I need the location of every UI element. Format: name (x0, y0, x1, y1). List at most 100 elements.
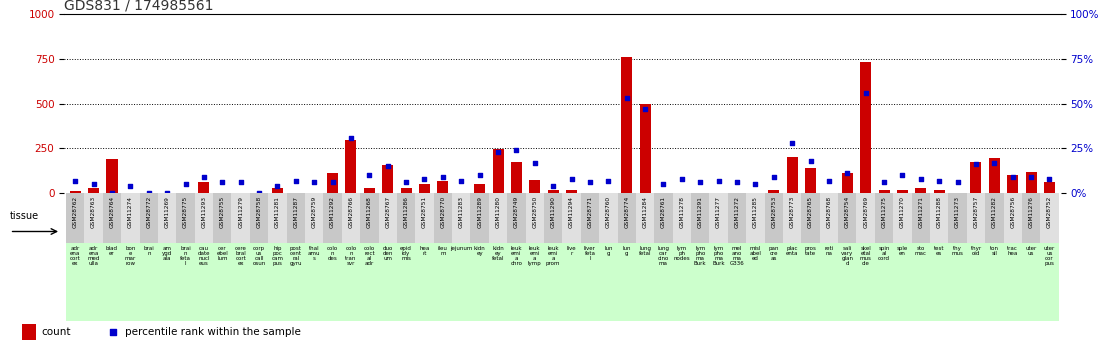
Bar (250, 193, 268, 243)
Bar (768, 190, 779, 193)
Bar (22, 324, 35, 340)
Point (1004, 174, 1022, 180)
Bar (765, 193, 783, 243)
Text: spin
al
cord: spin al cord (878, 246, 890, 261)
Bar (838, 193, 857, 243)
Bar (893, 243, 911, 321)
Bar (470, 193, 489, 243)
Bar (214, 243, 231, 321)
Bar (949, 243, 966, 321)
Text: GSM11287: GSM11287 (293, 196, 298, 228)
Bar (214, 193, 231, 243)
Text: pan
cre
as: pan cre as (768, 246, 779, 261)
Bar (470, 243, 489, 321)
Point (85, 181, 103, 187)
Bar (635, 243, 654, 321)
Point (66, 178, 84, 184)
Text: GSM28756: GSM28756 (1011, 196, 1015, 228)
Bar (418, 184, 430, 193)
Text: colo
rect
al
adr: colo rect al adr (364, 246, 375, 266)
Bar (673, 243, 691, 321)
Text: GSM28757: GSM28757 (973, 196, 979, 228)
Text: bon
e
mar
row: bon e mar row (125, 246, 136, 266)
Bar (801, 243, 819, 321)
Bar (397, 243, 415, 321)
Text: misl
abel
ed: misl abel ed (749, 246, 762, 261)
Text: leuk
emi
a
chro: leuk emi a chro (510, 246, 523, 266)
Text: adr
ena
cort
ex: adr ena cort ex (70, 246, 81, 266)
Text: adr
ena
med
ulla: adr ena med ulla (87, 246, 100, 266)
Bar (1007, 175, 1018, 193)
Bar (176, 243, 195, 321)
Bar (452, 243, 470, 321)
Bar (618, 243, 635, 321)
Bar (635, 193, 654, 243)
Bar (930, 243, 949, 321)
Text: leuk
emi
a
lymp: leuk emi a lymp (528, 246, 541, 266)
Bar (489, 243, 507, 321)
Bar (966, 243, 985, 321)
Bar (323, 243, 342, 321)
Text: GSM28751: GSM28751 (422, 196, 427, 228)
Bar (342, 243, 360, 321)
Text: GSM28766: GSM28766 (349, 196, 353, 228)
Bar (121, 193, 139, 243)
Bar (507, 193, 526, 243)
Bar (397, 193, 415, 243)
Bar (860, 62, 871, 193)
Bar (746, 193, 765, 243)
Text: thy
mus: thy mus (952, 246, 963, 256)
Bar (434, 193, 452, 243)
Text: GSM11278: GSM11278 (680, 196, 684, 228)
Bar (710, 193, 727, 243)
Point (968, 162, 985, 167)
Text: GDS831 / 174985561: GDS831 / 174985561 (64, 0, 214, 13)
Bar (231, 243, 250, 321)
Text: GSM11294: GSM11294 (569, 196, 575, 228)
Text: GSM28775: GSM28775 (183, 196, 188, 228)
Text: GSM11272: GSM11272 (734, 196, 739, 228)
Bar (176, 193, 195, 243)
Point (545, 183, 562, 189)
Bar (915, 188, 927, 193)
Text: colo
n
des: colo n des (327, 246, 339, 261)
Bar (323, 193, 342, 243)
Text: GSM11283: GSM11283 (458, 196, 464, 228)
Bar (507, 243, 526, 321)
Text: GSM11280: GSM11280 (496, 196, 500, 228)
Point (893, 172, 911, 178)
Text: GSM28767: GSM28767 (385, 196, 391, 228)
Bar (66, 193, 84, 243)
Bar (158, 243, 176, 321)
Bar (727, 193, 746, 243)
Bar (526, 243, 544, 321)
Bar (801, 193, 819, 243)
Point (103, 190, 121, 196)
Text: pros
tate: pros tate (805, 246, 817, 256)
Bar (1041, 193, 1058, 243)
Text: sali
vary
glan
d: sali vary glan d (841, 246, 853, 266)
Point (1022, 174, 1039, 180)
Text: kidn
ey: kidn ey (474, 246, 486, 256)
Bar (139, 193, 158, 243)
Bar (306, 193, 323, 243)
Bar (875, 193, 893, 243)
Bar (379, 243, 397, 321)
Bar (581, 193, 599, 243)
Bar (89, 188, 100, 193)
Bar (401, 188, 412, 193)
Text: GSM28773: GSM28773 (789, 196, 795, 228)
Bar (1041, 243, 1058, 321)
Bar (985, 243, 1004, 321)
Bar (139, 243, 158, 321)
Text: GSM28768: GSM28768 (827, 196, 831, 228)
Bar (1022, 243, 1041, 321)
Bar (599, 193, 618, 243)
Text: sto
mac: sto mac (914, 246, 927, 256)
Bar (562, 193, 581, 243)
Bar (765, 243, 783, 321)
Point (637, 106, 654, 112)
Point (949, 180, 966, 185)
Point (618, 95, 635, 101)
Bar (268, 243, 287, 321)
